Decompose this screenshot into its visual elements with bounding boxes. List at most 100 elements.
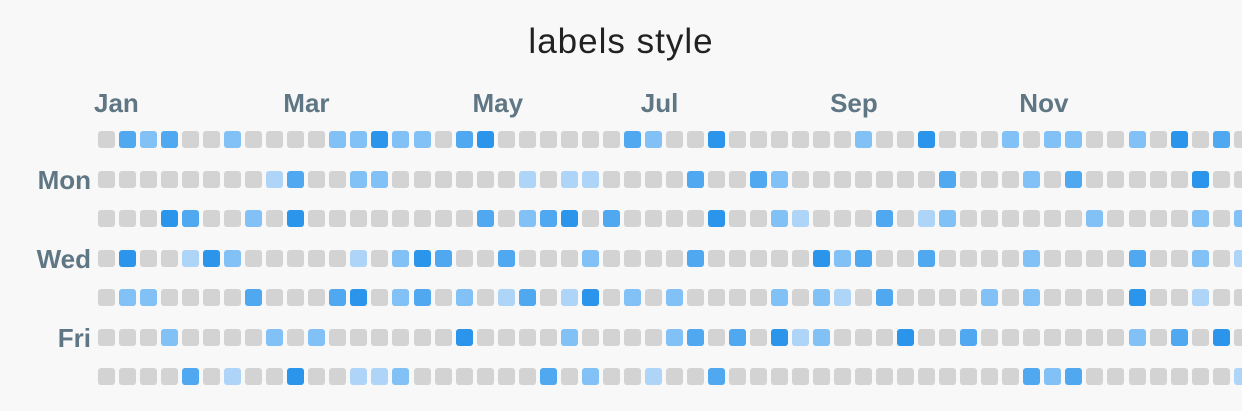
heatmap-cell xyxy=(560,131,578,148)
heatmap-cell xyxy=(1065,249,1083,267)
heatmap-cell xyxy=(771,170,788,188)
heatmap-cell xyxy=(140,368,158,385)
heatmap-cell xyxy=(876,170,894,188)
heatmap-cell xyxy=(266,328,284,346)
heatmap-cell xyxy=(119,249,136,267)
heatmap-cell xyxy=(119,368,136,385)
heatmap-cell xyxy=(308,249,326,267)
heatmap-cell xyxy=(1128,170,1146,188)
heatmap-cell xyxy=(623,328,641,346)
heatmap-cell xyxy=(140,289,158,306)
heatmap-cell xyxy=(224,328,242,346)
heatmap-cell xyxy=(1233,131,1242,148)
heatmap-cell xyxy=(728,249,746,267)
heatmap-cell xyxy=(792,289,809,306)
heatmap-cell xyxy=(981,328,999,346)
heatmap-cell xyxy=(918,249,936,267)
heatmap-cell xyxy=(266,368,284,385)
heatmap-cell xyxy=(728,170,746,188)
heatmap-cell xyxy=(350,170,368,188)
heatmap-cell xyxy=(1233,289,1242,306)
heatmap-cell xyxy=(1191,131,1209,148)
heatmap-cell xyxy=(644,368,662,385)
heatmap-cell xyxy=(1212,328,1230,346)
heatmap-cell xyxy=(455,328,473,346)
heatmap-cell xyxy=(1065,368,1083,385)
heatmap-cell xyxy=(1128,131,1146,148)
heatmap-cell xyxy=(434,289,452,306)
heatmap-cell xyxy=(686,210,704,227)
heatmap-cell xyxy=(813,249,830,267)
heatmap-cell xyxy=(834,210,852,227)
chart-title: labels style xyxy=(528,22,714,61)
heatmap-cell xyxy=(897,368,915,385)
heatmap-cell xyxy=(329,249,347,267)
heatmap-cell xyxy=(245,170,263,188)
heatmap-cell xyxy=(728,289,746,306)
heatmap-cell xyxy=(813,289,830,306)
heatmap-cell xyxy=(1023,170,1041,188)
heatmap-cell xyxy=(897,249,915,267)
heatmap-cell xyxy=(224,368,242,385)
heatmap-cell xyxy=(182,131,200,148)
heatmap-cell xyxy=(897,170,915,188)
heatmap-cell xyxy=(834,170,852,188)
heatmap-cell xyxy=(665,328,683,346)
heatmap-cell xyxy=(981,368,999,385)
heatmap-cell xyxy=(728,131,746,148)
heatmap-cell xyxy=(350,131,368,148)
heatmap-cell xyxy=(960,368,978,385)
heatmap-cell xyxy=(1023,368,1041,385)
heatmap-cell xyxy=(518,368,536,385)
heatmap-cell xyxy=(581,170,599,188)
heatmap-cell xyxy=(245,131,263,148)
heatmap-cell xyxy=(707,328,725,346)
heatmap-cell xyxy=(1170,328,1188,346)
heatmap-cell xyxy=(623,210,641,227)
heatmap-cell xyxy=(1233,210,1242,227)
heatmap-cell xyxy=(329,210,347,227)
heatmap-cell xyxy=(497,249,515,267)
heatmap-cell xyxy=(876,289,894,306)
heatmap-cell xyxy=(329,368,347,385)
heatmap-cell xyxy=(476,249,494,267)
heatmap-cell xyxy=(245,210,263,227)
heatmap-cell xyxy=(981,170,999,188)
heatmap-cell xyxy=(707,289,725,306)
heatmap-cell xyxy=(518,328,536,346)
heatmap-cell xyxy=(266,249,284,267)
heatmap-cell xyxy=(1023,289,1041,306)
heatmap-cell xyxy=(161,289,179,306)
heatmap-cell xyxy=(371,249,389,267)
heatmap-cell xyxy=(771,249,788,267)
heatmap-cell xyxy=(813,368,830,385)
heatmap-cell xyxy=(1044,368,1062,385)
heatmap-cell xyxy=(203,328,221,346)
heatmap-cell xyxy=(182,368,200,385)
heatmap-cell xyxy=(455,249,473,267)
heatmap-cell xyxy=(581,328,599,346)
heatmap-cell xyxy=(1149,289,1167,306)
heatmap-cell xyxy=(1191,368,1209,385)
heatmap-cell xyxy=(1212,131,1230,148)
heatmap-cell xyxy=(434,210,452,227)
heatmap-cell xyxy=(455,131,473,148)
heatmap-cell xyxy=(140,131,158,148)
heatmap-cell xyxy=(623,170,641,188)
heatmap-cell xyxy=(203,368,221,385)
heatmap-cell xyxy=(1107,328,1125,346)
heatmap-cell xyxy=(834,131,852,148)
heatmap-cell xyxy=(707,368,725,385)
heatmap-cell xyxy=(665,249,683,267)
heatmap-cell xyxy=(497,289,515,306)
heatmap-cell xyxy=(476,289,494,306)
heatmap-cell xyxy=(644,249,662,267)
heatmap-cell xyxy=(350,328,368,346)
heatmap-cell xyxy=(771,368,788,385)
heatmap-cell xyxy=(413,249,431,267)
heatmap-cell xyxy=(518,210,536,227)
heatmap-cell xyxy=(728,368,746,385)
heatmap-cell xyxy=(602,289,620,306)
heatmap-cell xyxy=(518,131,536,148)
heatmap-cell xyxy=(792,328,809,346)
